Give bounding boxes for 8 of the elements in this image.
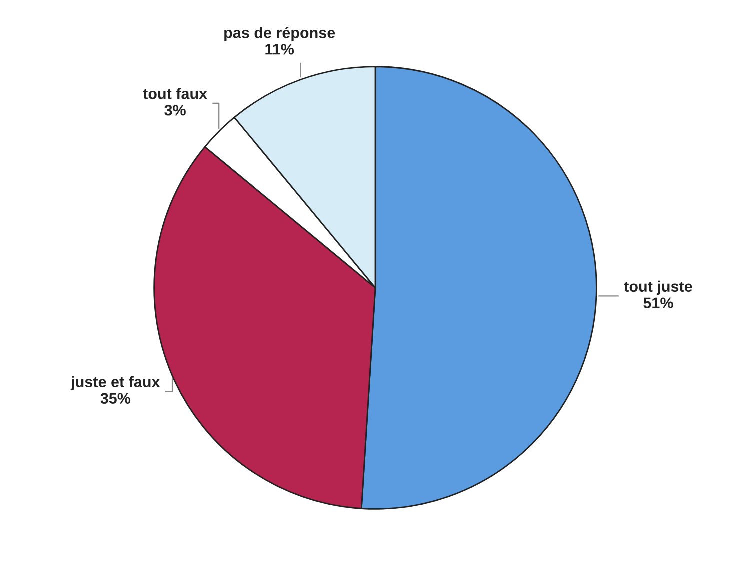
slice-label: tout juste	[624, 280, 692, 296]
data-label: 11%	[266, 44, 294, 55]
slice-label: tout faux	[143, 88, 208, 100]
data-label: 35%	[100, 393, 131, 404]
data-label: 3%	[164, 104, 186, 116]
slice-label: pas de réponse	[224, 27, 336, 42]
data-label: 51%	[644, 298, 674, 309]
slice-label: juste et faux	[70, 376, 160, 391]
